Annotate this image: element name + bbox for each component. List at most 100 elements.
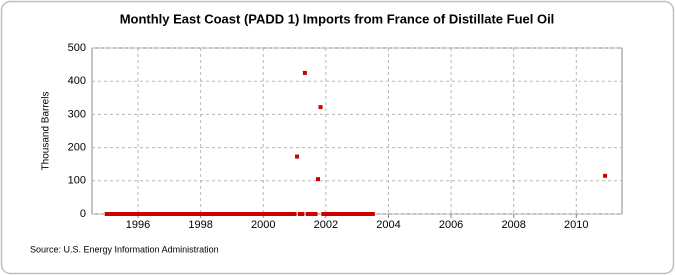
point [216,212,221,216]
point [263,212,268,216]
x-tick-label: 1996 [126,219,150,231]
point [276,212,281,216]
point [326,212,331,216]
y-tick-label: 0 [80,208,86,220]
y-tick-label: 500 [68,42,86,54]
point [290,212,295,216]
y-tick-label: 100 [68,175,86,187]
point [316,177,321,182]
point [245,212,250,216]
point [349,212,354,216]
source-note: Source: U.S. Energy Information Administ… [30,244,219,254]
chart-title: Monthly East Coast (PADD 1) Imports from… [120,11,555,26]
x-tick-label: 2008 [501,219,525,231]
point [334,212,339,216]
x-tick-label: 2000 [251,219,275,231]
point [248,212,253,216]
point [284,212,289,216]
point [196,212,201,216]
point [172,212,177,216]
point [323,212,328,216]
point [112,212,117,216]
y-tick-label: 200 [68,142,86,154]
point [347,212,352,216]
point [232,212,237,216]
y-axis-label: Thousand Barrels [41,92,52,171]
point [603,173,608,178]
point [107,212,112,216]
point [120,212,125,216]
point [162,212,167,216]
point [352,212,357,216]
point [360,212,365,216]
point [138,212,143,216]
point [143,212,148,216]
point [125,212,130,216]
x-tick-label: 2004 [376,219,400,231]
point [180,212,185,216]
point [222,212,227,216]
point [211,212,216,216]
point [156,212,161,216]
point [203,212,208,216]
point [255,212,260,216]
point [237,212,242,216]
point [193,212,198,216]
point [227,212,232,216]
point [243,212,248,216]
point [110,212,115,216]
point [190,212,195,216]
point [302,70,307,75]
point [167,212,172,216]
point [175,212,180,216]
point [133,212,138,216]
point [305,212,310,216]
point [177,212,182,216]
point [282,212,287,216]
plot-area [91,47,623,215]
point [297,212,302,216]
point [339,212,344,216]
point [201,212,206,216]
point [206,212,211,216]
point [130,212,135,216]
point [368,212,373,216]
point [269,212,274,216]
point [154,212,159,216]
point [274,212,279,216]
point [117,212,122,216]
point [151,212,156,216]
point [313,212,318,216]
point [362,212,367,216]
point [279,212,284,216]
x-tick-label: 1998 [188,219,212,231]
point [266,212,271,216]
point [271,212,276,216]
point [329,212,334,216]
point [146,212,151,216]
y-tick-label: 300 [68,108,86,120]
point [342,212,347,216]
point [235,212,240,216]
point [310,212,315,216]
point [104,212,109,216]
point [169,212,174,216]
point [185,212,190,216]
point [370,212,375,216]
point [336,212,341,216]
point [355,212,360,216]
point [292,212,297,216]
point [198,212,203,216]
point [149,212,154,216]
point [229,212,234,216]
point [219,212,224,216]
x-tick-label: 2010 [564,219,588,231]
point [331,212,336,216]
point [300,212,305,216]
point [141,212,146,216]
point [188,212,193,216]
point [344,212,349,216]
point [308,212,313,216]
point [136,212,141,216]
x-tick-label: 2006 [439,219,463,231]
